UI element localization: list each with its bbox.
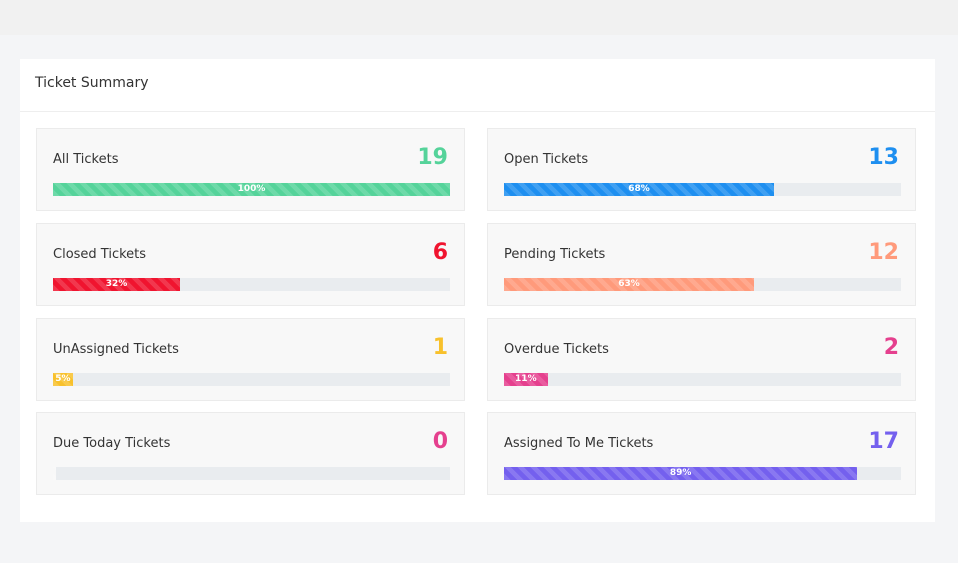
- card-count: 6: [432, 240, 448, 265]
- card-count: 19: [417, 145, 448, 170]
- progress-track: [53, 467, 450, 480]
- progress-track: 11%: [504, 373, 901, 386]
- progress-track: 32%: [53, 278, 450, 291]
- progress-bar: 5%: [53, 373, 73, 386]
- card-count: 1: [432, 335, 448, 360]
- panel-title: Ticket Summary: [35, 75, 149, 91]
- ticket-card: Due Today Tickets 0: [36, 412, 465, 495]
- ticket-card: Overdue Tickets 2 11%: [487, 318, 916, 401]
- ticket-card: Pending Tickets 12 63%: [487, 223, 916, 306]
- card-label: Pending Tickets: [504, 247, 606, 262]
- progress-bar: 100%: [53, 183, 450, 196]
- progress-bar: 68%: [504, 183, 774, 196]
- progress-label: 5%: [55, 374, 71, 384]
- progress-label: 63%: [618, 279, 640, 289]
- card-label: Closed Tickets: [53, 247, 147, 262]
- progress-label: 68%: [628, 184, 650, 194]
- ticket-card: UnAssigned Tickets 1 5%: [36, 318, 465, 401]
- progress-track: 63%: [504, 278, 901, 291]
- top-bar: [0, 0, 958, 35]
- progress-bar: 32%: [53, 278, 181, 291]
- card-label: Assigned To Me Tickets: [504, 436, 654, 451]
- card-label: Overdue Tickets: [504, 342, 609, 357]
- card-count: 13: [868, 145, 899, 170]
- progress-label: 89%: [669, 468, 692, 478]
- progress-bar: 89%: [504, 467, 858, 480]
- card-count: 17: [868, 429, 899, 454]
- progress-label: 100%: [237, 184, 266, 194]
- ticket-card: Closed Tickets 6 32%: [36, 223, 465, 306]
- card-label: Due Today Tickets: [53, 436, 171, 451]
- progress-track: 5%: [53, 373, 450, 386]
- card-label: UnAssigned Tickets: [53, 342, 179, 357]
- progress-track: 100%: [53, 183, 450, 196]
- card-count: 12: [868, 240, 899, 265]
- progress-track: 68%: [504, 183, 901, 196]
- ticket-card: Open Tickets 13 68%: [487, 128, 916, 211]
- ticket-card: All Tickets 19 100%: [36, 128, 465, 211]
- progress-label: 32%: [105, 279, 128, 289]
- ticket-summary-panel: Ticket Summary All Tickets 19 100% Open Tic…: [20, 59, 935, 522]
- card-count: 2: [883, 335, 899, 360]
- card-label: All Tickets: [53, 152, 119, 167]
- progress-track: 89%: [504, 467, 901, 480]
- ticket-card: Assigned To Me Tickets 17 89%: [487, 412, 916, 495]
- progress-bar: 63%: [504, 278, 755, 291]
- progress-bar: 11%: [504, 373, 548, 386]
- progress-bar: [53, 467, 56, 480]
- card-count: 0: [432, 429, 448, 454]
- progress-label: 11%: [515, 374, 537, 384]
- divider: [20, 111, 935, 112]
- card-label: Open Tickets: [504, 152, 589, 167]
